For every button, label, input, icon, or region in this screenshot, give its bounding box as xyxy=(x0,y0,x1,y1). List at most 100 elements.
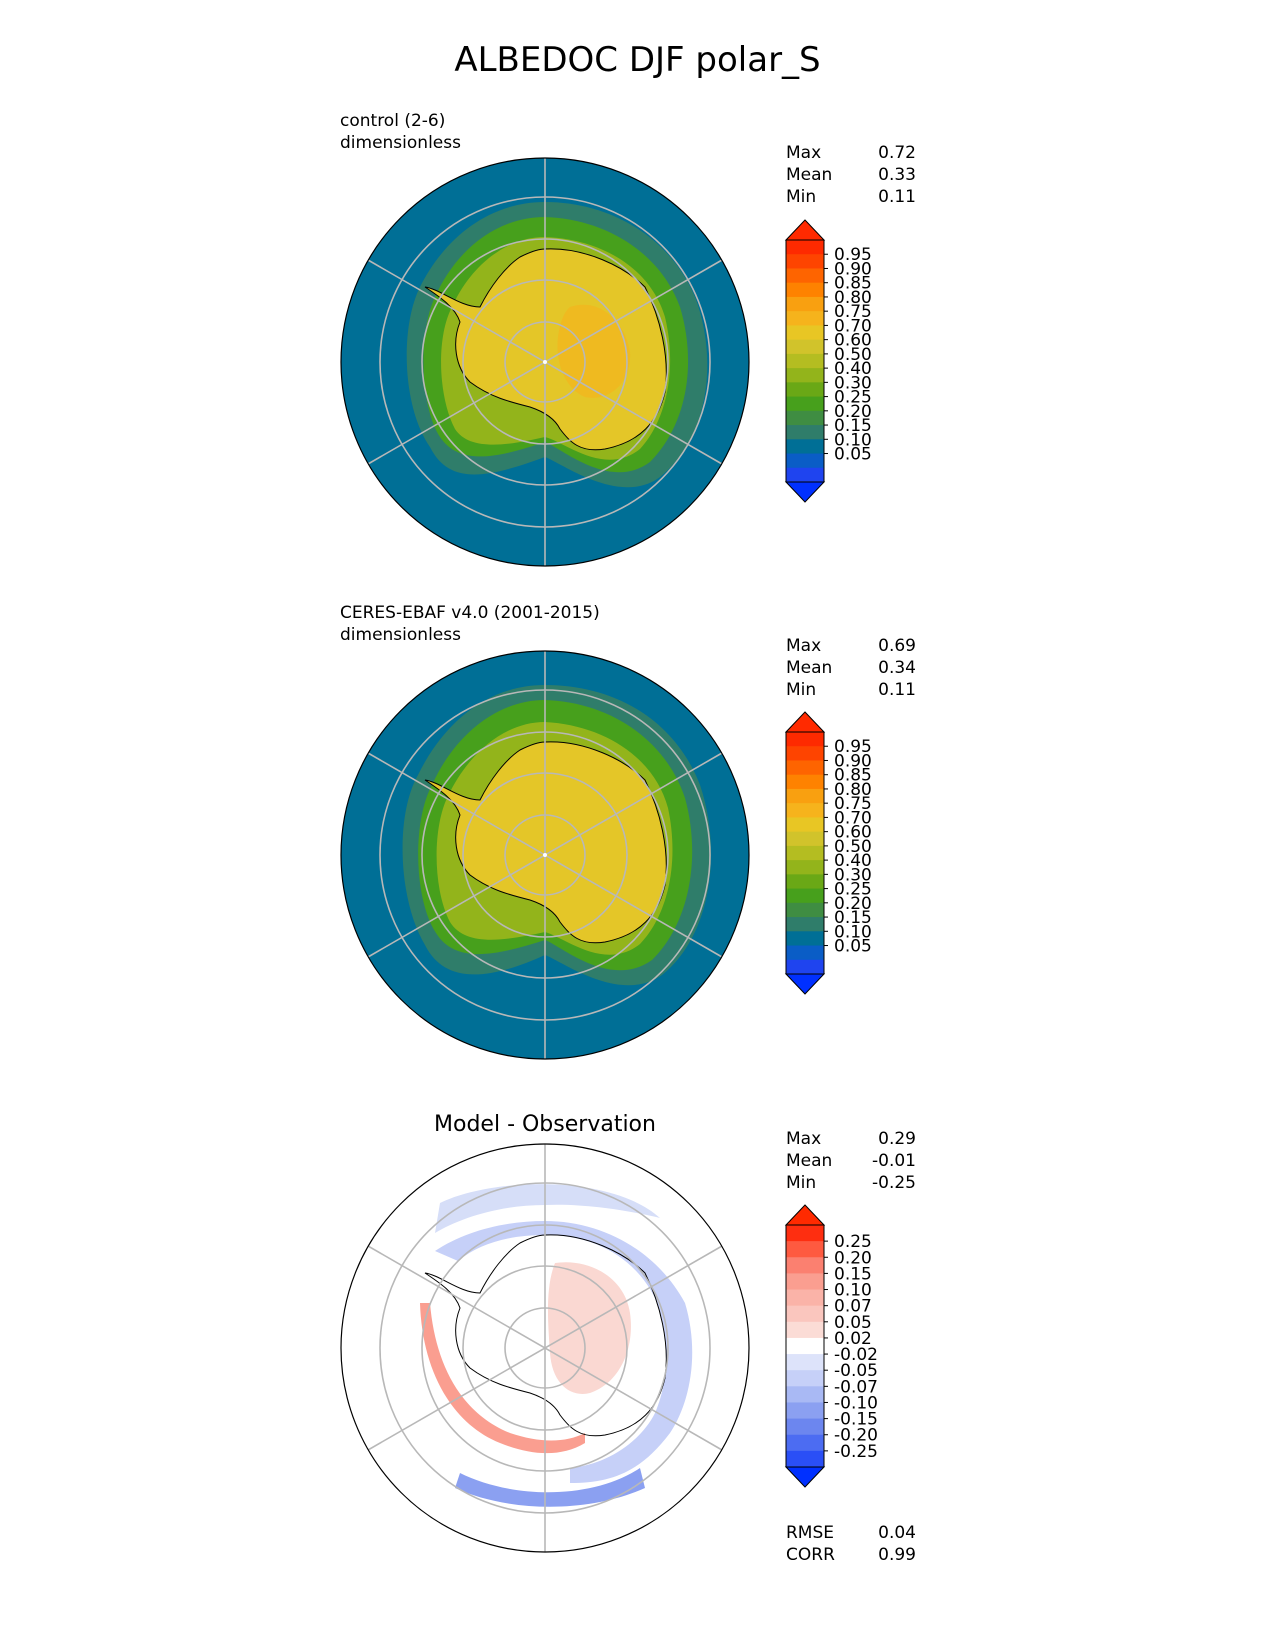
colorbar-segment xyxy=(786,311,824,326)
colorbar-segment xyxy=(786,959,824,975)
colorbar-segment xyxy=(786,382,824,398)
colorbar-segment xyxy=(786,1354,824,1371)
stats-block: Max 0.29 Mean -0.01 Min -0.25 xyxy=(786,1128,916,1194)
colorbar-segment xyxy=(786,1337,824,1355)
colorbar-tick-label: 0.05 xyxy=(834,937,872,957)
high-albedo-plateau xyxy=(557,304,631,398)
colorbar-segment xyxy=(786,353,824,369)
colorbar-segment xyxy=(786,453,824,469)
colorbar-segment xyxy=(786,788,824,804)
colorbar-tick-label: -0.05 xyxy=(834,1361,878,1381)
colorbar-extend-low xyxy=(784,973,826,995)
colorbar-segment xyxy=(786,931,824,947)
stat-mean: Mean 0.34 xyxy=(786,658,916,678)
stat-max: Max 0.72 xyxy=(786,143,916,163)
colorbar-tick-label: 0.25 xyxy=(834,388,872,408)
colorbar-extend-high xyxy=(784,711,826,733)
colorbar: 0.95 0.90 0.85 0.80 0.75 0.70 0.60 0.50 0.40 0.30… xyxy=(784,711,906,1016)
positive-bias-coast xyxy=(420,1303,585,1454)
colorbar-segment xyxy=(786,1241,824,1258)
colorbar-segment xyxy=(786,831,824,847)
colorbar-extend-low xyxy=(784,481,826,503)
metrics-block: RMSE 0.04 CORR 0.99 xyxy=(786,1522,916,1566)
colorbar-tick-label: 0.50 xyxy=(834,837,872,857)
colorbar-tick-label: 0.10 xyxy=(834,1281,872,1301)
colorbar-tick-label: 0.85 xyxy=(834,274,872,294)
colorbar-tick-label: 0.75 xyxy=(834,794,872,814)
stat-min: Min 0.11 xyxy=(786,680,916,700)
colorbar-segment xyxy=(786,339,824,355)
colorbar-tick-label: 0.70 xyxy=(834,316,872,336)
stat-min: Min 0.11 xyxy=(786,187,916,207)
panel-title-text: CERES-EBAF v4.0 (2001-2015) xyxy=(340,603,600,623)
colorbar-tick-label: 0.15 xyxy=(834,416,872,436)
colorbar-segment xyxy=(786,803,824,818)
colorbar-segment xyxy=(786,1402,824,1420)
metric-corr: CORR 0.99 xyxy=(786,1545,916,1565)
stat-mean: Mean -0.01 xyxy=(786,1151,916,1171)
colorbar-tick-label: 0.85 xyxy=(834,766,872,786)
colorbar-segment xyxy=(786,1273,824,1291)
colorbar-extend-high xyxy=(784,219,826,241)
colorbar-tick-label: 0.90 xyxy=(834,751,872,771)
colorbar-tick-label: 0.07 xyxy=(834,1297,872,1317)
colorbar-tick-label: 0.20 xyxy=(834,1248,872,1268)
colorbar-segment xyxy=(786,732,824,747)
panel-title: control (2-6) dimensionless xyxy=(340,110,461,154)
colorbar-segment xyxy=(786,467,824,483)
colorbar-tick-label: 0.95 xyxy=(834,245,872,265)
stat-mean: Mean 0.33 xyxy=(786,165,916,185)
colorbar-tick-label: 0.25 xyxy=(834,880,872,900)
colorbar-segment xyxy=(786,1225,824,1242)
colorbar-segment xyxy=(786,368,824,383)
colorbar-segment xyxy=(786,1386,824,1403)
colorbar-extend-low xyxy=(784,1466,826,1488)
colorbar-segment xyxy=(786,1434,824,1452)
colorbar-segment xyxy=(786,746,824,761)
colorbar-segment xyxy=(786,1257,824,1274)
map-boundary xyxy=(340,1143,750,1553)
colorbar-tick-label: 0.10 xyxy=(834,430,872,450)
colorbar-frame xyxy=(785,731,825,975)
colorbar-segment xyxy=(786,760,824,776)
colorbar-tick-label: -0.25 xyxy=(834,1442,878,1462)
colorbar-tick-label: 0.05 xyxy=(834,445,872,465)
stat-min: Min -0.25 xyxy=(786,1173,916,1193)
colorbar-tick-label: 0.25 xyxy=(834,1232,872,1252)
colorbar-segment xyxy=(786,268,824,284)
colorbar-segment xyxy=(786,902,824,918)
colorbar-tick-label: 0.20 xyxy=(834,402,872,422)
colorbar-tick-label: 0.02 xyxy=(834,1329,872,1349)
colorbar-svg: 0.950.900.850.800.750.700.600.500.400.30… xyxy=(784,711,872,995)
colorbar-tick-label: -0.02 xyxy=(834,1345,878,1365)
colorbar-svg: 0.950.900.850.800.750.700.600.500.400.30… xyxy=(784,219,872,503)
colorbar-tick-label: 0.95 xyxy=(834,737,872,757)
colorbar-frame xyxy=(785,239,825,483)
colorbar-tick-label: -0.20 xyxy=(834,1426,878,1446)
colorbar-tick-label: 0.15 xyxy=(834,908,872,928)
figure-title: ALBEDOC DJF polar_S xyxy=(454,40,821,80)
colorbar-segment xyxy=(786,1418,824,1436)
colorbar: 0.25 0.20 0.15 0.10 0.07 0.05 0.02 -0.02 -0.05 -0… xyxy=(784,1204,906,1509)
colorbar-segment xyxy=(786,240,824,255)
colorbar-tick-label: 0.90 xyxy=(834,259,872,279)
colorbar-segment xyxy=(786,425,824,440)
graticule xyxy=(367,1144,723,1552)
colorbar-tick-label: -0.15 xyxy=(834,1410,878,1430)
stat-max: Max 0.29 xyxy=(786,1129,916,1149)
polar-map xyxy=(340,157,750,567)
colorbar-svg: 0.250.200.150.100.070.050.02-0.02-0.05-0… xyxy=(784,1204,878,1488)
colorbar: 0.95 0.90 0.85 0.80 0.75 0.70 0.60 0.50 0.40 0.30… xyxy=(784,219,906,524)
colorbar-tick-label: 0.30 xyxy=(834,373,872,393)
colorbar-segment xyxy=(786,1305,824,1323)
colorbar-tick-label: 0.10 xyxy=(834,922,872,942)
colorbar-tick-label: 0.60 xyxy=(834,331,872,351)
colorbar-tick-label: 0.70 xyxy=(834,808,872,828)
colorbar-segment xyxy=(786,945,824,961)
colorbar-segment xyxy=(786,325,824,341)
colorbar-segment xyxy=(786,396,824,412)
colorbar-extend-high xyxy=(784,1204,826,1226)
colorbar-segment xyxy=(786,410,824,426)
colorbar-tick-label: 0.15 xyxy=(834,1264,872,1284)
panel-title: Model - Observation xyxy=(434,1112,656,1137)
